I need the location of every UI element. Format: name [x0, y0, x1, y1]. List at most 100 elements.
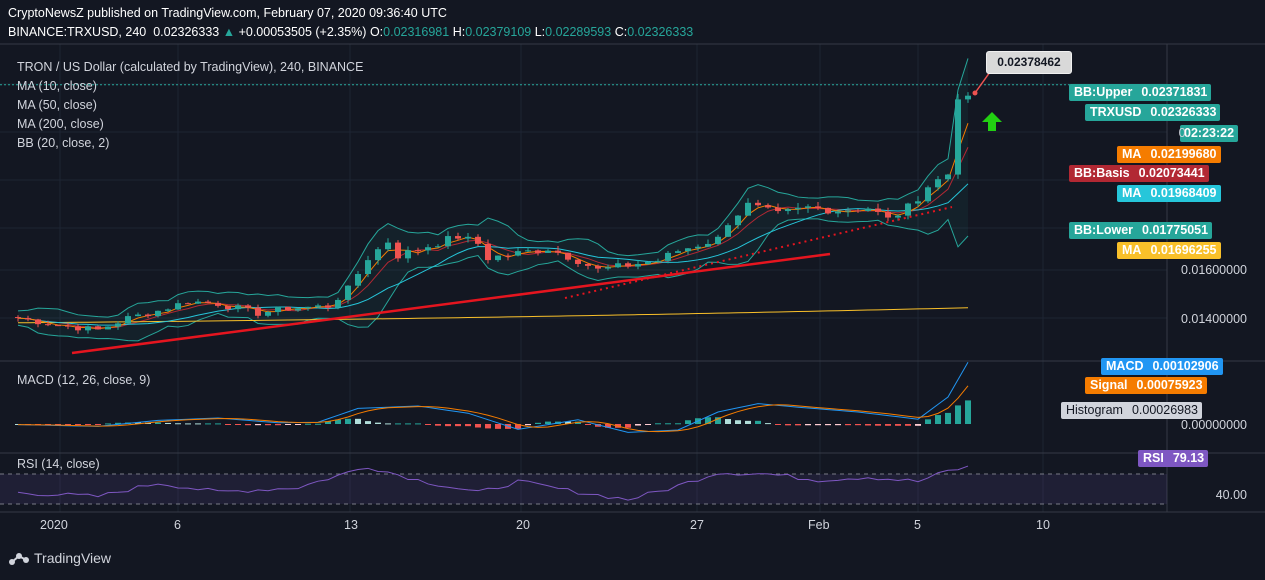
candle-body-94 — [955, 99, 961, 175]
candle-body-87 — [885, 211, 891, 218]
candle-body-36 — [375, 249, 381, 261]
candle-body-44 — [455, 236, 461, 239]
candle-body-49 — [505, 255, 511, 257]
macd-tag-name: Histogram — [1066, 403, 1123, 417]
histogram-bar-75 — [765, 423, 771, 425]
x-tick-feb: Feb — [808, 518, 830, 532]
candle-body-76 — [775, 207, 781, 212]
macd-tag-1: Signal 0.00075923 — [1085, 377, 1207, 394]
legend-macd[interactable]: MACD (12, 26, close, 9) — [17, 373, 151, 387]
open-label: O: — [369, 25, 384, 39]
signal-line — [17, 385, 969, 433]
x-tick-6: 6 — [174, 518, 181, 532]
histogram-bar-29 — [305, 423, 311, 425]
histogram-bar-69 — [705, 417, 711, 424]
histogram-bar-9 — [105, 423, 111, 425]
candle-body-90 — [915, 201, 921, 204]
histogram-bar-7 — [85, 424, 91, 425]
histogram-bar-19 — [205, 423, 211, 425]
histogram-bar-26 — [275, 424, 281, 426]
price-tag-value: 02:23:22 — [1184, 126, 1235, 140]
price-tag-0: BB:Upper 0.02371831 — [1069, 84, 1212, 101]
histogram-bar-91 — [925, 419, 931, 424]
macd-tag-value: 0.00102906 — [1152, 359, 1219, 373]
price-tag-6: BB:Lower 0.01775051 — [1069, 222, 1213, 239]
candle-body-25 — [265, 311, 271, 316]
candle-body-64 — [655, 260, 661, 263]
candle-body-13 — [145, 314, 151, 317]
candle-body-16 — [175, 303, 181, 310]
legend-bb[interactable]: BB (20, close, 2) — [17, 136, 110, 150]
histogram-bar-52 — [535, 422, 541, 424]
candle-body-28 — [295, 308, 301, 311]
price-tag-name: MA — [1122, 147, 1142, 161]
candle-body-61 — [625, 263, 631, 267]
candle-body-26 — [275, 306, 281, 312]
histogram-bar-18 — [195, 423, 201, 425]
tradingview-brand[interactable]: TradingView — [8, 550, 111, 566]
legend-ma200[interactable]: MA (200, close) — [17, 117, 104, 131]
histogram-bar-27 — [285, 424, 291, 425]
legend-ma10[interactable]: MA (10, close) — [17, 79, 97, 93]
brand-name: TradingView — [34, 550, 112, 566]
candle-body-65 — [665, 252, 671, 261]
candle-body-57 — [585, 263, 591, 266]
price-tick-016: 0.01600000 — [1180, 263, 1247, 277]
candle-body-83 — [845, 210, 851, 212]
histogram-bar-14 — [155, 422, 161, 424]
legend-ma50[interactable]: MA (50, close) — [17, 98, 97, 112]
histogram-bar-33 — [345, 418, 351, 424]
histogram-bar-81 — [825, 424, 831, 426]
candle-body-48 — [495, 255, 501, 261]
price-tag-1: TRXUSD 0.02326333 — [1085, 104, 1221, 121]
candle-body-32 — [335, 299, 341, 308]
low-label: L: — [534, 25, 546, 39]
histogram-bar-37 — [385, 423, 391, 425]
last-price: 0.02326333 — [153, 25, 220, 39]
price-tag-4: BB:Basis 0.02073441 — [1069, 165, 1209, 182]
histogram-bar-15 — [165, 422, 171, 424]
candle-body-17 — [185, 303, 191, 305]
histogram-bar-95 — [965, 400, 971, 424]
histogram-bar-35 — [365, 421, 371, 424]
legend-rsi[interactable]: RSI (14, close) — [17, 457, 100, 471]
callout-anchor — [972, 90, 978, 96]
candle-body-46 — [475, 236, 481, 244]
histogram-bar-42 — [435, 424, 441, 426]
rsi-line — [17, 465, 969, 501]
histogram-bar-21 — [225, 424, 231, 425]
candle-body-53 — [545, 250, 551, 253]
macd-tag-0: MACD 0.00102906 — [1101, 358, 1223, 375]
price-tag-7: MA 0.01696255 — [1117, 242, 1221, 259]
candle-body-21 — [225, 305, 231, 310]
histogram-bar-48 — [495, 424, 501, 429]
candle-body-8 — [95, 326, 101, 330]
candle-body-85 — [865, 208, 871, 211]
candle-body-78 — [795, 207, 801, 210]
histogram-bar-62 — [635, 424, 641, 426]
histogram-bar-70 — [715, 417, 721, 424]
histogram-bar-56 — [575, 421, 581, 424]
x-tick-13: 13 — [344, 518, 358, 532]
bb-basis-line — [17, 147, 969, 329]
histogram-bar-32 — [335, 419, 341, 424]
candle-body-14 — [155, 310, 161, 317]
histogram-bar-77 — [785, 424, 791, 426]
x-tick-20: 20 — [516, 518, 530, 532]
candle-body-88 — [895, 215, 901, 218]
histogram-bar-76 — [775, 424, 781, 425]
histogram-bar-12 — [135, 422, 141, 424]
macd-line — [17, 361, 969, 433]
candle-body-67 — [685, 248, 691, 252]
histogram-bar-39 — [405, 423, 411, 425]
bb-lower-line — [17, 218, 969, 342]
candle-body-40 — [415, 250, 421, 252]
candle-body-58 — [595, 265, 601, 269]
symbol-label[interactable]: BINANCE:TRXUSD, 240 — [8, 25, 147, 39]
rsi-tag: RSI 79.13 — [1138, 450, 1209, 467]
histogram-bar-89 — [905, 424, 911, 426]
up-triangle-icon: ▲ — [222, 25, 236, 39]
price-tag-name: BB:Lower — [1074, 223, 1134, 237]
candle-body-80 — [815, 206, 821, 208]
